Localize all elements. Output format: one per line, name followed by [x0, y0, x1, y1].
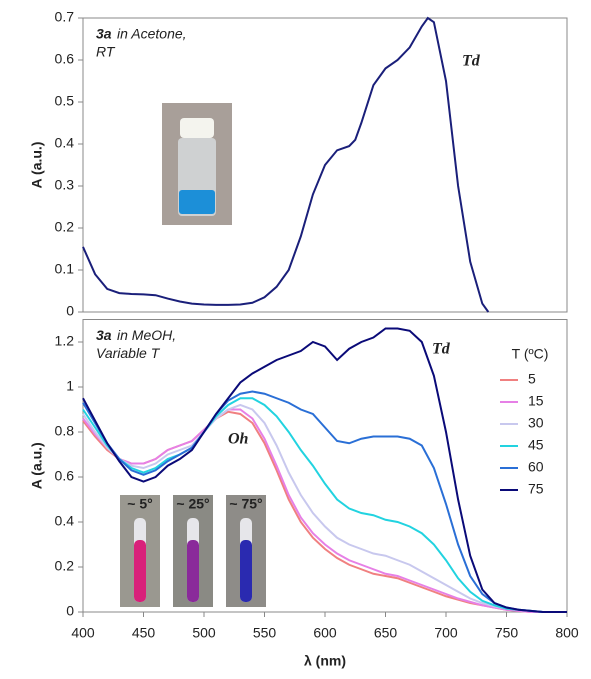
legend-title: T (ºC) [512, 346, 549, 362]
y-tick-label: 0.2 [55, 558, 75, 574]
x-tick-label: 500 [192, 625, 216, 641]
band-label: Oh [228, 431, 249, 448]
annotation-compound: 3a [96, 327, 112, 343]
y-tick-label: 0 [66, 303, 74, 319]
y-tick-label: 0.4 [55, 135, 75, 151]
y-tick-label: 0.8 [55, 423, 75, 439]
peak-label: Td [462, 53, 481, 70]
x-tick-label: 750 [495, 625, 519, 641]
y-tick-label: 1.2 [55, 333, 75, 349]
spectrum-line [82, 327, 567, 613]
x-tick-label: 700 [434, 625, 458, 641]
y-tick-label: 0.1 [55, 261, 75, 277]
legend-label: 15 [528, 393, 544, 409]
y-axis-label: A (a.u.) [29, 442, 45, 489]
annotation-line2: Variable T [96, 345, 161, 361]
spectrum-line [82, 397, 567, 613]
x-tick-label: 450 [132, 625, 156, 641]
annotation-line2: RT [96, 44, 116, 60]
annotation-text: in Acetone, [117, 26, 187, 42]
y-tick-label: 1 [66, 378, 74, 394]
y-tick-label: 0.6 [55, 51, 75, 67]
x-tick-label: 600 [313, 625, 337, 641]
x-tick-label: 400 [71, 625, 95, 641]
annotation-text: in MeOH, [117, 327, 176, 343]
vial-label: ~ 25° [176, 496, 209, 512]
legend-label: 60 [528, 459, 544, 475]
annotation-compound: 3a [96, 26, 112, 42]
x-axis-label: λ (nm) [304, 653, 346, 669]
y-tick-label: 0.7 [55, 9, 75, 25]
y-tick-label: 0.4 [55, 513, 75, 529]
vial-label: ~ 75° [229, 496, 262, 512]
vial-label: ~ 5° [127, 496, 152, 512]
x-tick-label: 800 [555, 625, 579, 641]
plot-frame [82, 17, 568, 313]
legend-label: 45 [528, 437, 544, 453]
x-tick-label: 650 [374, 625, 398, 641]
x-tick-label: 550 [253, 625, 277, 641]
spectrum-line [82, 16, 490, 313]
y-tick-label: 0.6 [55, 468, 75, 484]
y-tick-label: 0.2 [55, 219, 75, 235]
legend-label: 75 [528, 481, 544, 497]
legend-label: 30 [528, 415, 544, 431]
y-tick-label: 0.5 [55, 93, 75, 109]
y-tick-label: 0.3 [55, 177, 75, 193]
legend-label: 5 [528, 371, 536, 387]
spectrum-line [82, 403, 567, 613]
bottom-photos [120, 495, 266, 607]
y-axis-label: A (a.u.) [29, 142, 45, 189]
spectrum-line [82, 390, 567, 613]
peak-label: Td [432, 341, 451, 358]
y-tick-label: 0 [66, 603, 74, 619]
top-photo [162, 103, 232, 225]
spectrum-line [82, 408, 567, 613]
